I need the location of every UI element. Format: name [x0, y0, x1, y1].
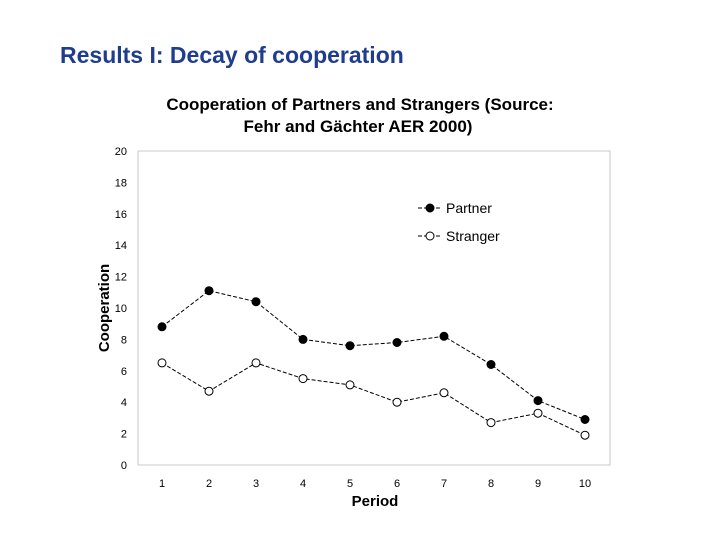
legend: Partner Stranger [418, 200, 500, 244]
y-tick-label: 0 [121, 460, 127, 472]
x-tick-label: 10 [579, 478, 591, 490]
data-point-stranger [486, 418, 496, 428]
y-tick-label: 12 [115, 272, 127, 284]
x-tick-label: 6 [394, 478, 400, 490]
data-point-partner [580, 415, 590, 424]
data-point-stranger [157, 358, 167, 368]
data-point-stranger [533, 408, 543, 418]
y-tick-label: 8 [121, 334, 127, 346]
x-tick-label: 2 [206, 478, 212, 490]
data-point-stranger [204, 386, 214, 396]
y-tick-label: 20 [115, 146, 127, 158]
y-tick-label: 4 [121, 397, 127, 409]
y-tick-label: 16 [115, 209, 127, 221]
x-tick-label: 9 [535, 478, 541, 490]
series-line-stranger [161, 362, 586, 436]
series-line-partner [161, 290, 586, 420]
legend-marker-stranger [425, 231, 435, 241]
data-point-partner [298, 334, 308, 344]
data-point-partner [157, 322, 167, 332]
y-tick-labels: 0 2 4 6 8 10 12 14 16 18 20 [115, 146, 127, 472]
x-tick-label: 8 [488, 478, 494, 490]
data-point-partner [392, 338, 402, 347]
chart-title: Cooperation of Partners and Strangers (S… [166, 95, 553, 114]
y-axis-title: Cooperation [96, 264, 113, 352]
data-point-stranger [251, 358, 261, 368]
data-point-stranger [392, 397, 402, 407]
data-point-stranger [298, 374, 308, 384]
data-point-partner [345, 341, 355, 351]
x-tick-label: 1 [159, 478, 165, 490]
data-point-partner [486, 360, 496, 369]
data-point-partner [251, 297, 261, 307]
x-axis-title: Period [352, 493, 399, 510]
y-tick-label: 18 [115, 177, 127, 189]
legend-label-stranger: Stranger [446, 228, 500, 244]
y-tick-label: 2 [121, 429, 127, 441]
x-tick-label: 4 [300, 478, 306, 490]
x-tick-label: 5 [347, 478, 353, 490]
data-point-stranger [439, 388, 449, 398]
data-point-partner [439, 331, 449, 341]
y-tick-label: 14 [115, 240, 127, 252]
legend-marker-partner [425, 203, 435, 213]
y-tick-label: 6 [121, 366, 127, 378]
legend-label-partner: Partner [446, 200, 492, 216]
x-tick-label: 3 [253, 478, 259, 490]
data-point-stranger [580, 430, 590, 440]
chart-subtitle: Fehr and Gächter AER 2000) [244, 117, 473, 136]
x-tick-label: 7 [441, 478, 447, 490]
data-point-partner [533, 396, 543, 406]
series-layer [157, 286, 590, 440]
x-tick-labels: 1 2 3 4 5 6 7 8 9 10 [159, 478, 591, 490]
slide-title: Results I: Decay of cooperation [60, 42, 404, 68]
data-point-stranger [345, 380, 355, 390]
data-point-partner [204, 286, 214, 296]
y-tick-label: 10 [115, 303, 127, 315]
plot-frame [137, 150, 611, 466]
